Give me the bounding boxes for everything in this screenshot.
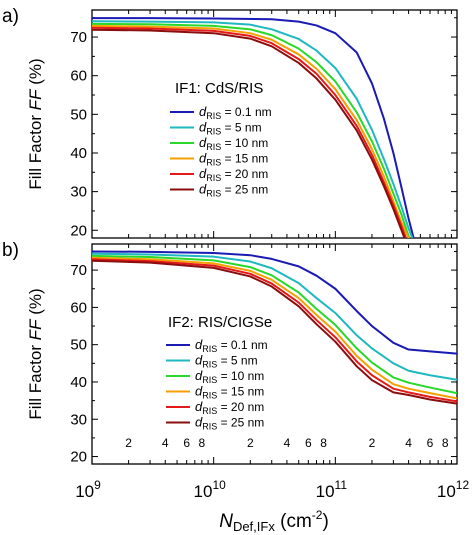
y-tick-label: 70 [70,262,87,279]
y-tick-label: 40 [70,145,87,162]
legend-entry: dRIS = 25 nm [195,415,264,432]
x-minor-tick-label: 6 [427,436,434,450]
legend-entry: dRIS = 10 nm [195,368,264,385]
x-minor-tick-label: 8 [442,436,449,450]
x-tick-label: 1010 [194,478,227,501]
x-minor-tick-label: 4 [284,436,291,450]
series-line-5 [92,258,457,403]
series-line-3 [92,22,411,238]
x-minor-tick-label: 6 [305,436,312,450]
series-line-1 [92,17,415,238]
legend-entry: dRIS = 5 nm [199,120,262,137]
legend-entry: dRIS = 15 nm [195,384,264,401]
series-line-2 [92,252,457,381]
legend-entry: dRIS = 25 nm [199,182,268,199]
series-line-4 [92,256,457,400]
x-tick-label: 1011 [316,478,348,501]
x-minor-tick-label: 2 [369,436,376,450]
xlabel: NDef,IFx (cm-2) [219,508,329,534]
y-tick-label: 30 [70,184,87,201]
series-line-5 [92,26,407,238]
panel-a-frame [91,9,458,239]
series-line-6 [92,28,406,238]
legend-entry: dRIS = 5 nm [195,353,258,370]
series-line-4 [92,24,410,238]
legend-entry: dRIS = 15 nm [199,151,268,168]
legend-entry: dRIS = 20 nm [195,399,264,416]
y-tick-label: 20 [70,222,87,239]
ylabel-panel-a: Fill Factor FF (%) [26,58,45,189]
y-tick-label: 60 [70,68,87,85]
series-line-2 [92,20,414,238]
panel-label: b) [2,240,19,261]
legend-entry: dRIS = 10 nm [199,135,268,152]
y-tick-label: 40 [70,374,87,391]
ylabel-panel-b: Fill Factor FF (%) [26,288,45,419]
y-tick-label: 50 [70,337,87,354]
series-line-1 [92,250,457,355]
legend-entry: dRIS = 0.1 nm [195,337,268,354]
x-minor-tick-label: 8 [199,436,206,450]
legend-entry: dRIS = 0.1 nm [199,104,272,121]
panel-annotation: IF1: CdS/RIS [175,80,263,97]
x-minor-tick-label: 4 [405,436,412,450]
x-tick-label: 1012 [437,478,470,501]
y-tick-label: 50 [70,106,87,123]
panel-annotation: IF2: RIS/CIGSe [168,314,272,331]
panel-b-frame [91,243,458,465]
x-tick-label: 109 [75,478,101,501]
x-minor-tick-label: 2 [125,436,132,450]
y-tick-label: 20 [70,449,87,466]
x-minor-tick-label: 4 [162,436,169,450]
x-minor-tick-label: 6 [183,436,190,450]
x-minor-tick-label: 2 [247,436,254,450]
panel-label: a) [2,6,19,27]
legend-entry: dRIS = 20 nm [199,166,268,183]
y-tick-label: 70 [70,29,87,46]
series-line-6 [92,259,457,405]
x-minor-tick-label: 8 [320,436,327,450]
series-line-3 [92,254,457,395]
y-tick-label: 60 [70,299,87,316]
y-tick-label: 30 [70,411,87,428]
